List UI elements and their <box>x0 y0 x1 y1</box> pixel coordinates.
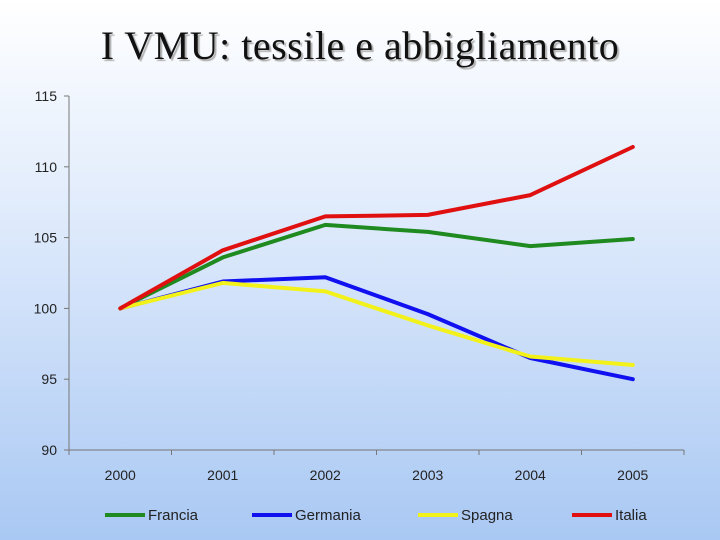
y-tick-label: 90 <box>41 442 57 458</box>
chart-legend: Francia Germania Spagna Italia <box>105 507 647 524</box>
chart-series <box>118 145 635 382</box>
series-line-germania <box>118 275 635 382</box>
series-line-francia <box>118 222 635 311</box>
y-tick-label: 100 <box>34 300 58 316</box>
legend-label-spagna: Spagna <box>461 507 513 524</box>
x-tick-label: 2000 <box>105 467 136 483</box>
series-line-italia <box>118 145 635 311</box>
series-line-spagna <box>118 280 635 367</box>
y-tick-label: 105 <box>34 230 58 246</box>
x-tick-label: 2002 <box>310 467 341 483</box>
slide-title: I VMU: tessile e abbigliamento <box>100 23 620 68</box>
x-tick-label: 2003 <box>412 467 443 483</box>
legend-label-germania: Germania <box>295 507 362 524</box>
legend-label-francia: Francia <box>148 507 199 524</box>
y-tick-label: 115 <box>35 88 58 104</box>
x-tick-label: 2005 <box>617 467 648 483</box>
x-tick-label: 2001 <box>207 467 238 483</box>
chart-axes: 90 95 100 105 110 115 2000 2001 2002 2003 2004 2005 <box>34 88 685 483</box>
legend-label-italia: Italia <box>615 507 647 524</box>
x-tick-label: 2004 <box>515 467 546 483</box>
y-tick-label: 95 <box>41 371 57 387</box>
y-tick-label: 110 <box>35 159 58 175</box>
